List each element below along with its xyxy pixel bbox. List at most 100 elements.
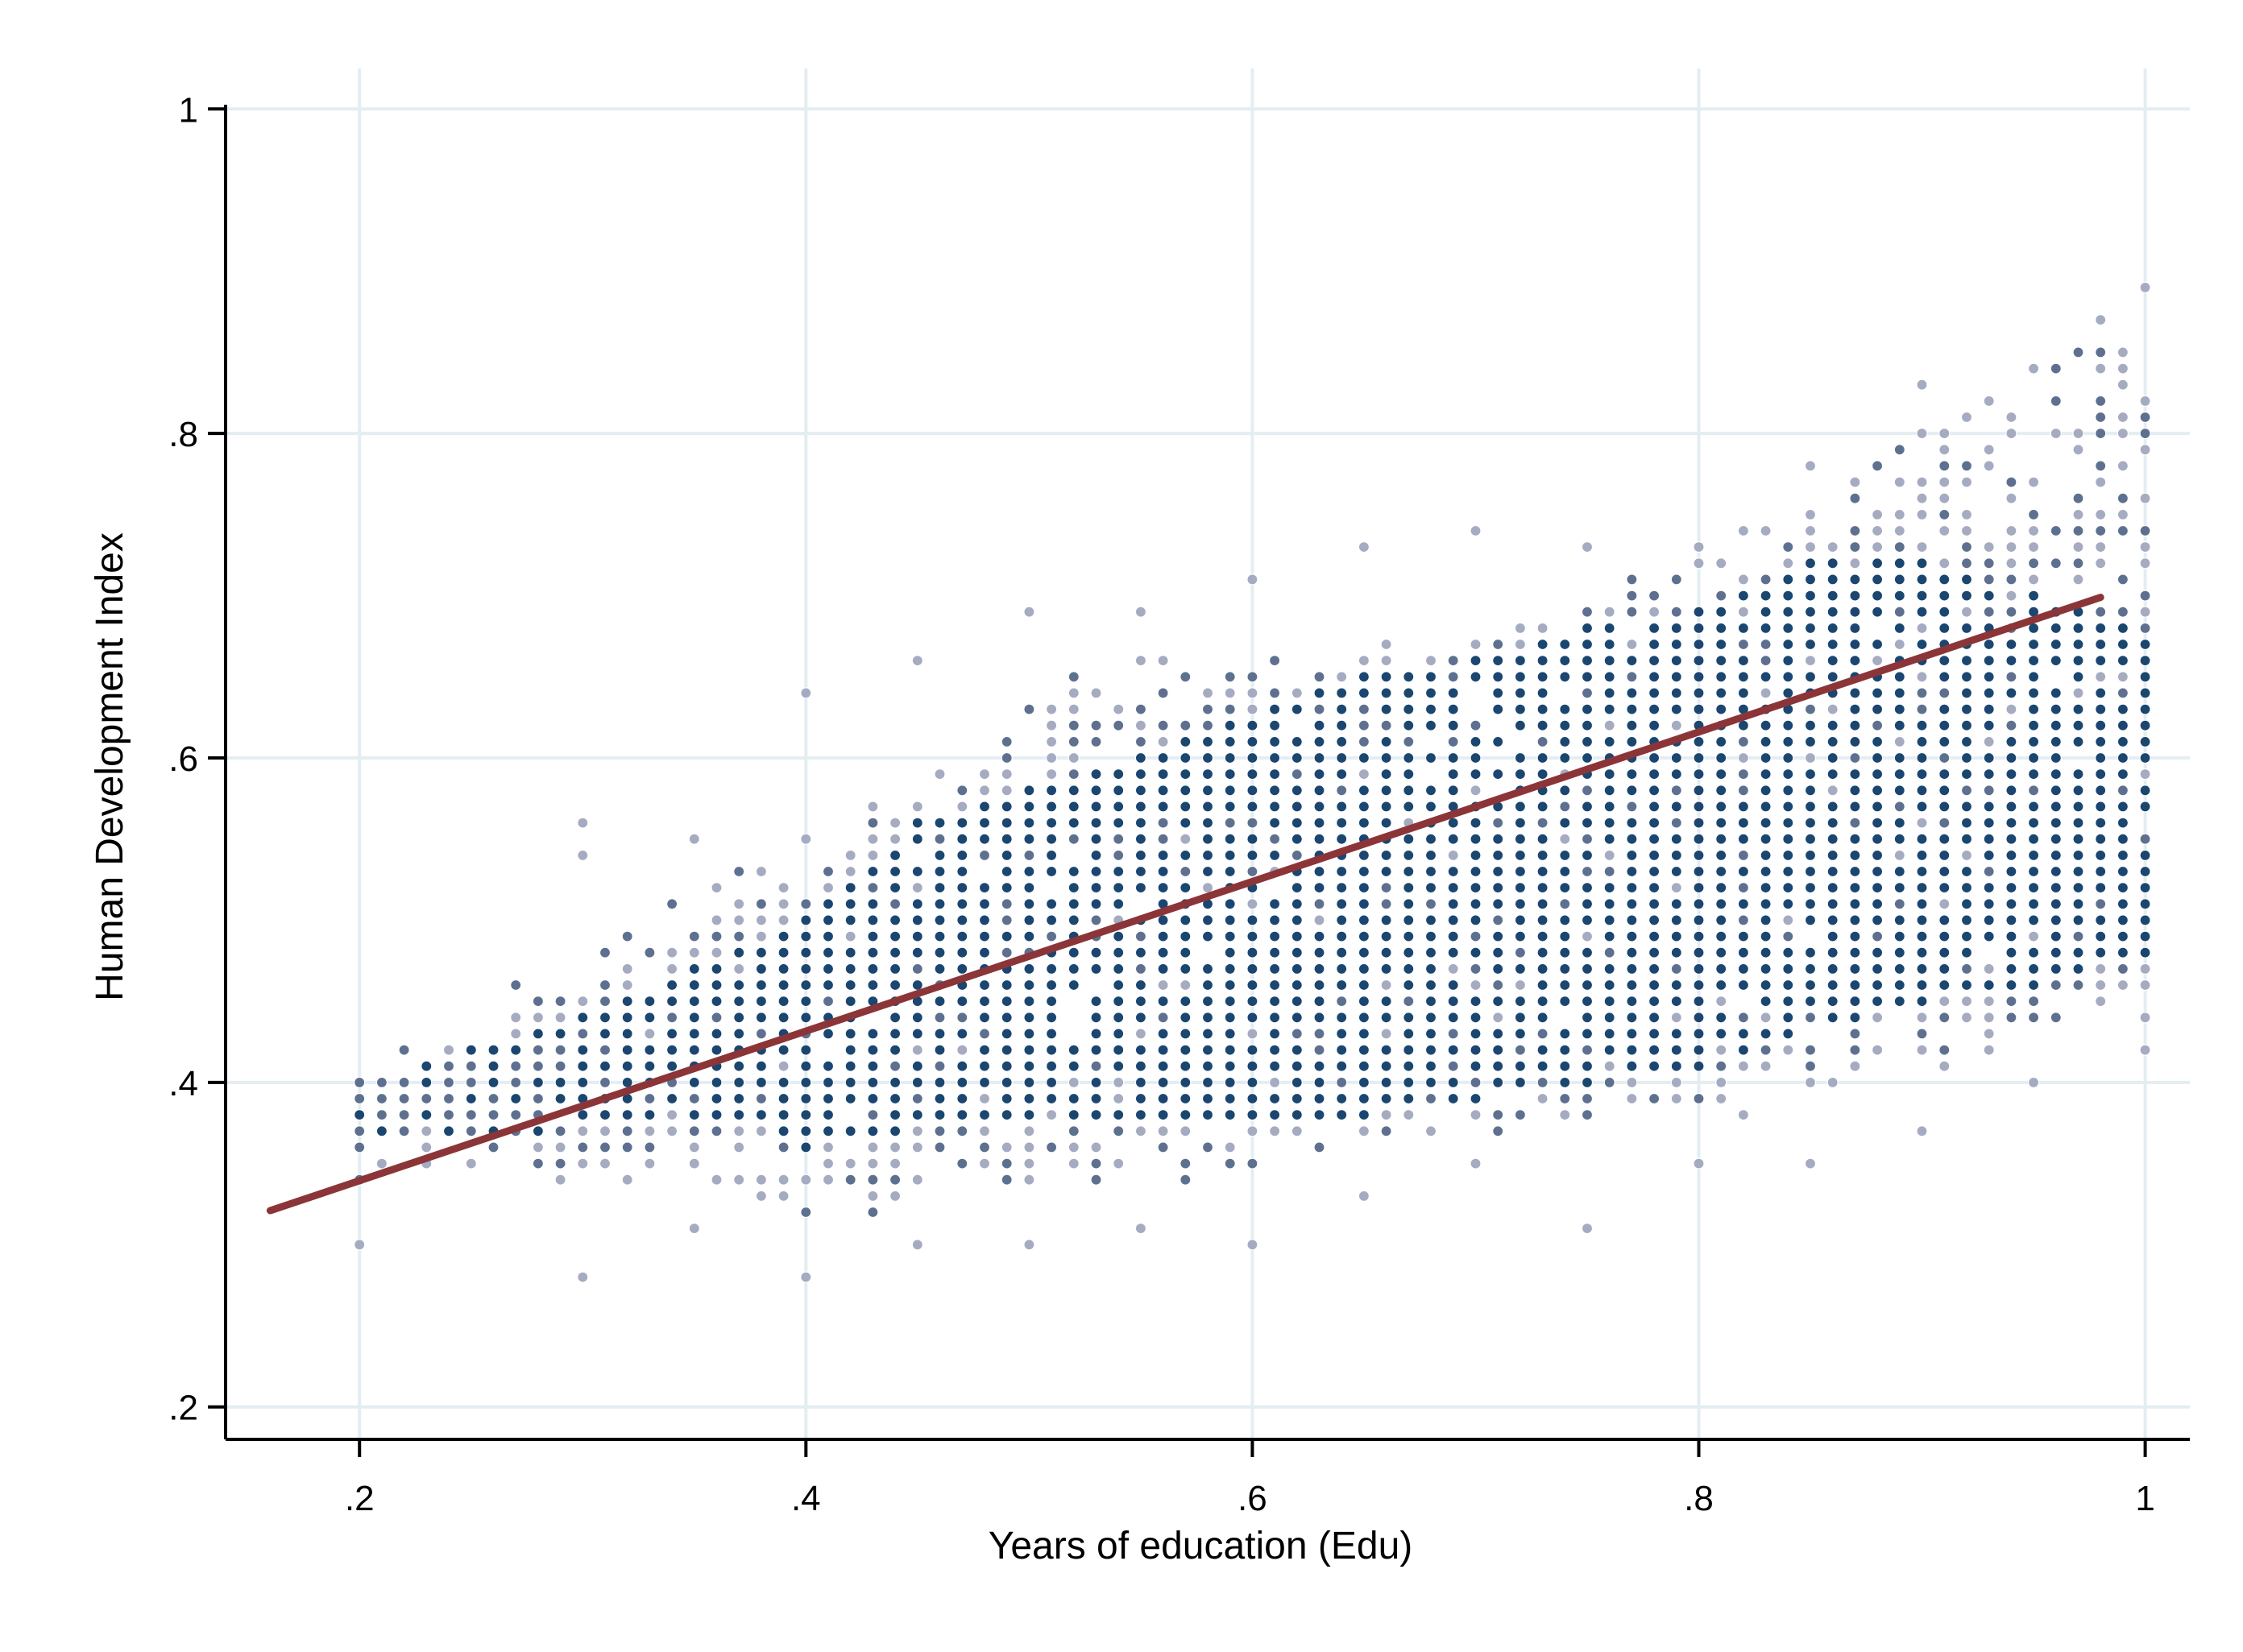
data-point <box>2005 557 2017 569</box>
data-point <box>577 1028 589 1040</box>
data-point <box>1715 606 1727 618</box>
data-point <box>1559 979 1571 992</box>
data-point <box>1268 1012 1281 1024</box>
data-point <box>777 1108 790 1121</box>
data-point <box>1224 671 1236 683</box>
data-point <box>1090 1141 1102 1153</box>
data-point <box>1023 703 1035 715</box>
data-point <box>1336 979 1348 992</box>
data-point <box>1336 898 1348 910</box>
data-point <box>2139 768 2151 780</box>
data-point <box>1893 687 1905 699</box>
data-point <box>1001 1141 1013 1153</box>
data-point <box>1760 881 1772 894</box>
data-point <box>1358 1044 1370 1056</box>
data-point <box>978 1157 991 1170</box>
data-point <box>487 1092 500 1105</box>
data-point <box>1603 654 1615 667</box>
data-point <box>1804 817 1817 829</box>
data-point <box>1224 1060 1236 1072</box>
data-point <box>1068 1092 1080 1105</box>
data-point <box>889 1157 902 1170</box>
data-point <box>1826 817 1839 829</box>
data-point <box>1960 590 1973 602</box>
data-point <box>1224 914 1236 926</box>
data-point <box>777 1092 790 1105</box>
data-point <box>1268 946 1281 958</box>
data-point <box>1291 995 1303 1008</box>
data-point <box>2139 1044 2151 1056</box>
data-point <box>421 1108 433 1121</box>
data-point <box>2117 606 2129 618</box>
data-point <box>911 654 923 667</box>
data-point <box>822 881 835 894</box>
data-point <box>2095 946 2107 958</box>
data-point <box>1470 1044 1482 1056</box>
data-point <box>755 865 768 878</box>
data-point <box>1470 735 1482 748</box>
data-point <box>1670 1092 1682 1105</box>
data-point <box>956 881 968 894</box>
data-point <box>1804 735 1817 748</box>
data-point <box>1045 865 1058 878</box>
data-point <box>1380 751 1392 764</box>
data-point <box>1916 622 1928 635</box>
data-point <box>1804 524 1817 537</box>
data-point <box>1626 1092 1638 1105</box>
data-point <box>1916 833 1928 845</box>
data-point <box>1313 687 1325 699</box>
data-point <box>1760 638 1772 651</box>
data-point <box>1916 1044 1928 1056</box>
data-point <box>733 963 745 975</box>
data-point <box>956 1076 968 1089</box>
data-point <box>1849 946 1861 958</box>
data-point <box>1536 735 1549 748</box>
data-point <box>1424 930 1437 942</box>
data-point <box>1157 946 1169 958</box>
data-point <box>1916 898 1928 910</box>
data-point <box>956 995 968 1008</box>
data-point <box>1782 573 1794 586</box>
data-point <box>1268 1092 1281 1105</box>
data-point <box>1648 1012 1660 1024</box>
data-point <box>1715 751 1727 764</box>
data-point <box>1470 979 1482 992</box>
data-point <box>2028 1012 2040 1024</box>
data-point <box>1268 1060 1281 1072</box>
data-point <box>934 1076 946 1089</box>
data-point <box>2072 849 2084 862</box>
data-point <box>1849 654 1861 667</box>
data-point <box>1782 1012 1794 1024</box>
data-point <box>1648 914 1660 926</box>
data-point <box>1246 833 1258 845</box>
data-point <box>1514 930 1527 942</box>
data-point <box>465 1125 477 1137</box>
data-point <box>1470 963 1482 975</box>
data-point <box>1715 849 1727 862</box>
data-point <box>1180 735 1192 748</box>
data-point <box>1559 785 1571 797</box>
data-point <box>777 1141 790 1153</box>
data-point <box>2050 898 2062 910</box>
data-point <box>2117 979 2129 992</box>
data-point <box>911 865 923 878</box>
data-point <box>1201 817 1214 829</box>
data-point <box>2095 654 2107 667</box>
data-point <box>2005 606 2017 618</box>
data-point <box>1313 914 1325 926</box>
data-point <box>1536 963 1549 975</box>
data-point <box>1916 557 1928 569</box>
data-point <box>1737 801 1749 813</box>
data-point <box>2028 719 2040 731</box>
data-point <box>2028 735 2040 748</box>
data-point <box>1492 1012 1504 1024</box>
data-point <box>442 1125 455 1137</box>
data-point <box>1626 768 1638 780</box>
data-point <box>1849 735 1861 748</box>
data-point <box>1492 849 1504 862</box>
data-point <box>1424 801 1437 813</box>
data-point <box>1023 914 1035 926</box>
data-point <box>1826 654 1839 667</box>
data-point <box>1916 573 1928 586</box>
data-point <box>1291 1028 1303 1040</box>
